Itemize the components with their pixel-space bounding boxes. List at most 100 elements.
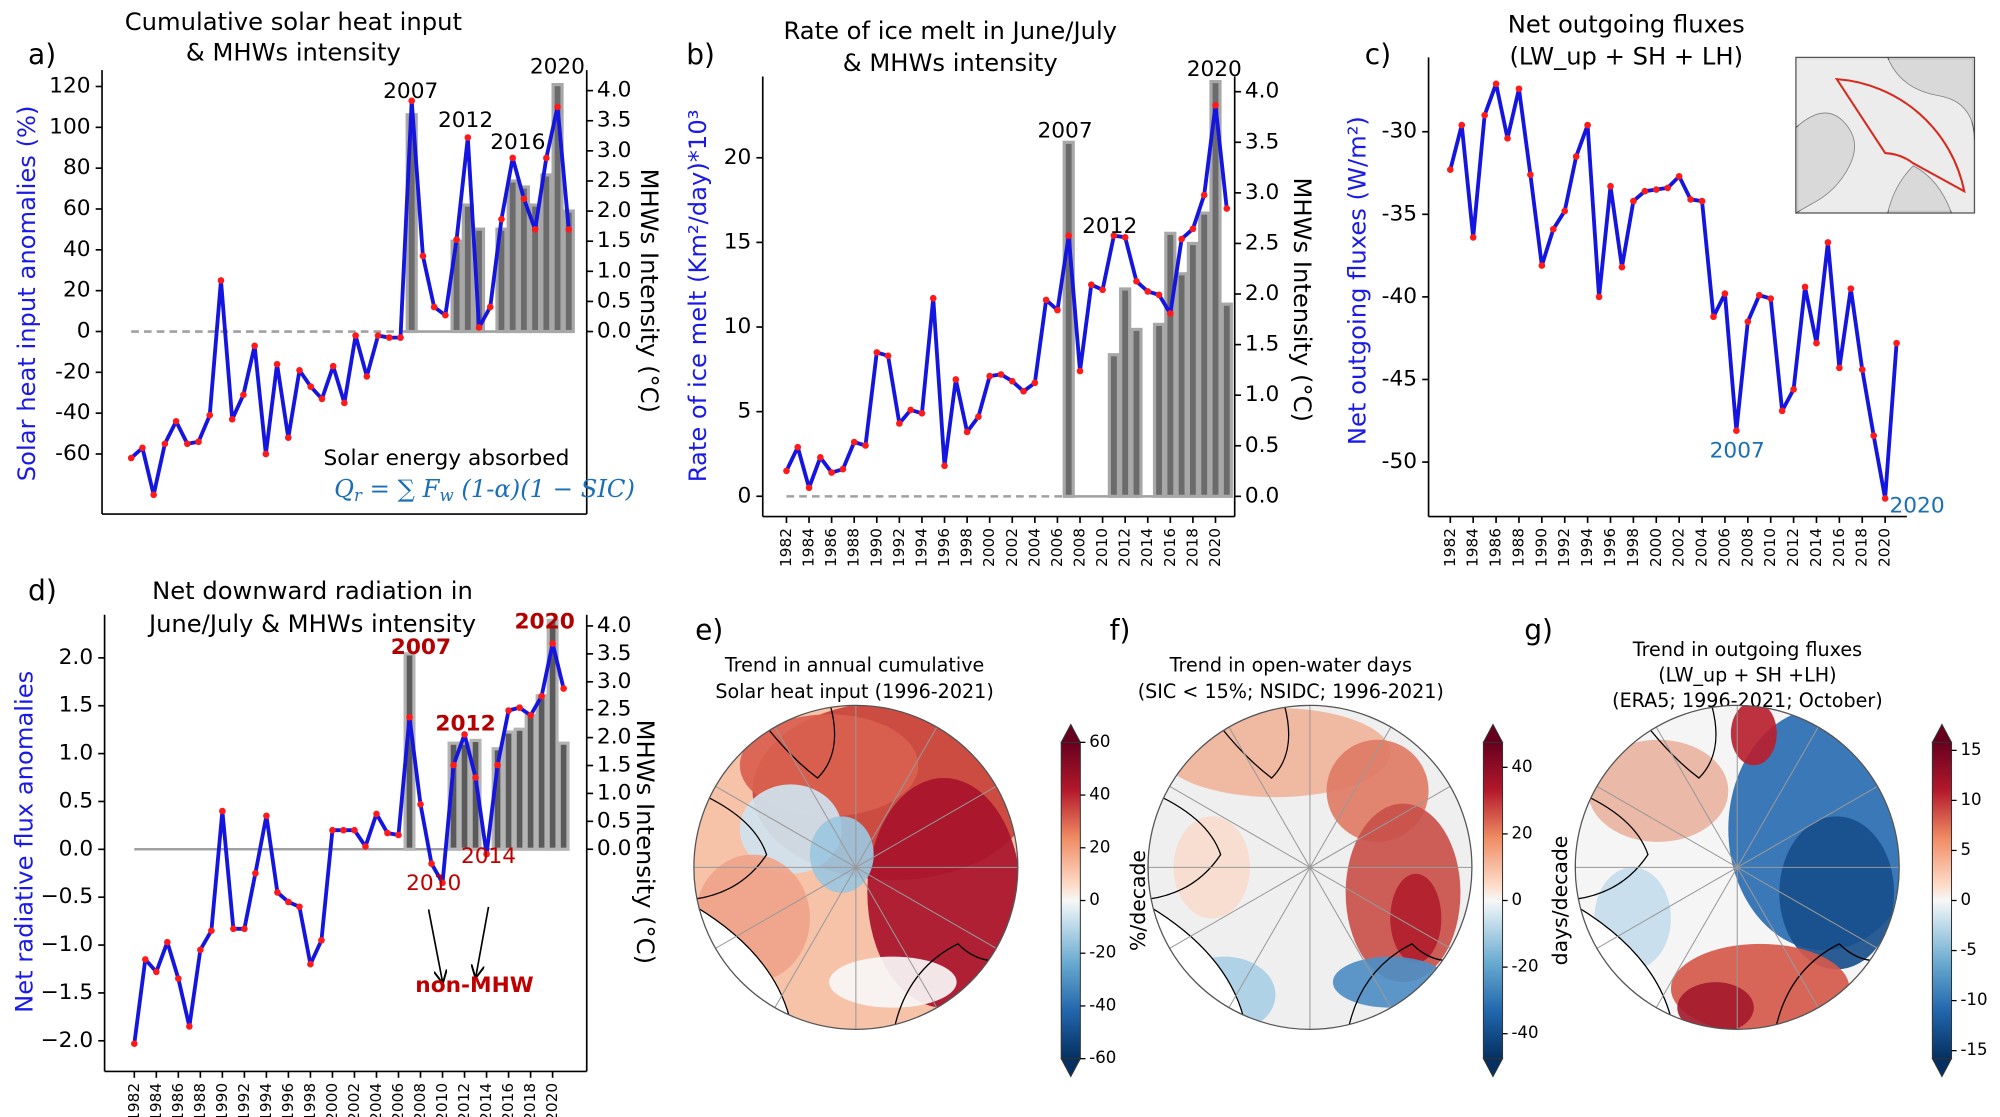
x-tick-label: 2000 [980, 528, 998, 567]
marker [206, 411, 214, 419]
x-tick-label: 2010 [433, 1083, 451, 1117]
marker [1020, 388, 1027, 395]
x-tick-label: 2004 [367, 1083, 385, 1117]
marker [472, 774, 479, 781]
marker [1504, 135, 1511, 142]
x-tick-label: 2010 [1093, 528, 1111, 567]
colorbar-extend [1482, 1058, 1504, 1078]
x-tick-label: 2016 [499, 1083, 517, 1117]
x-tick-label: 1984 [800, 528, 818, 567]
x-tick-label: 2004 [1025, 528, 1043, 567]
marker [929, 294, 937, 302]
y-tick-label: 40 [63, 237, 91, 262]
marker [1538, 262, 1546, 269]
marker [1836, 364, 1843, 372]
figure-body: a) Cumulative solar heat input & MHWs inte… [11, 8, 2000, 1117]
map-outline [693, 704, 1019, 1030]
bar [1119, 287, 1132, 498]
colorbar-tick-label: 40 [1511, 757, 1532, 776]
colorbar-tick-label: 15 [1960, 740, 1981, 759]
x-tick-label: 1994 [912, 528, 930, 567]
marker [219, 807, 226, 815]
annotation: 2020 [1187, 57, 1242, 82]
marker [918, 410, 926, 417]
x-tick-label: 1998 [958, 528, 976, 567]
chart-title: Cumulative solar heat input [125, 8, 462, 36]
marker [896, 420, 903, 427]
marker [1755, 291, 1763, 299]
x-tick-label: 1996 [1601, 528, 1619, 567]
marker [1178, 235, 1185, 243]
map-field [1332, 956, 1448, 1008]
annotation: 2010 [406, 871, 461, 896]
colorbar-tick-label: 5 [1960, 840, 1971, 859]
bar [524, 713, 537, 851]
marker [1687, 196, 1694, 203]
chart-title: & MHWs intensity [843, 49, 1058, 77]
marker [464, 134, 472, 141]
marker [1641, 187, 1649, 195]
x-tick-label: 1990 [1532, 528, 1550, 567]
y2-tick-label: 1.0 [597, 780, 631, 805]
marker [538, 692, 545, 700]
x-tick-label: 1986 [169, 1083, 187, 1117]
marker [318, 395, 326, 403]
marker [963, 428, 971, 436]
marker [475, 324, 483, 331]
y-tick-label: 2.0 [59, 645, 93, 670]
marker [1721, 290, 1729, 297]
y-tick-label: 20 [724, 145, 752, 170]
panel-label: d) [28, 574, 57, 607]
bar [540, 173, 553, 334]
x-tick-label: 2016 [1161, 528, 1179, 567]
colorbar [1482, 741, 1504, 1060]
y-tick-label: 1.5 [59, 693, 93, 718]
x-tick-label: 2018 [1183, 528, 1201, 567]
marker [208, 927, 215, 935]
marker [1155, 291, 1163, 299]
marker [1584, 121, 1591, 129]
marker [941, 462, 948, 470]
chart-title: (ERA5; 1996-2021; October) [1612, 689, 1883, 712]
y-tick-label: -40 [55, 400, 90, 425]
y2-axis-label: MHWs Intensity (°C) [631, 720, 659, 964]
y-tick-label: 5 [737, 399, 751, 424]
x-tick-label: 2000 [323, 1083, 341, 1117]
marker [1595, 293, 1603, 301]
bar [1107, 353, 1120, 498]
marker [352, 332, 359, 339]
y2-tick-label: 1.5 [597, 753, 631, 778]
marker [262, 450, 270, 458]
bar [546, 618, 559, 851]
chart-title: Trend in outgoing fluxes [1632, 638, 1862, 661]
marker [1618, 263, 1626, 271]
marker [153, 968, 160, 976]
marker [175, 975, 182, 982]
colorbar-tick-label: -60 [1089, 1048, 1116, 1067]
y2-tick-label: 0.5 [1245, 433, 1279, 458]
panel-label: b) [686, 38, 715, 71]
marker [442, 311, 449, 319]
marker [251, 342, 258, 350]
marker [230, 925, 237, 933]
marker [1189, 225, 1197, 233]
line [129, 98, 571, 497]
marker [363, 373, 371, 380]
colorbar-tick-label: -20 [1511, 957, 1538, 976]
colorbar-label: %/decade [1126, 850, 1150, 951]
marker [1076, 367, 1084, 375]
y-tick-label: -45 [1382, 366, 1417, 391]
y2-tick-label: 4.0 [597, 613, 631, 638]
marker [384, 829, 391, 837]
marker [1881, 495, 1889, 502]
bar [517, 185, 530, 334]
colorbar-tick-label: 10 [1960, 790, 1981, 809]
colorbar-extend [1060, 723, 1082, 743]
bar [461, 203, 474, 334]
annotation: 2007 [1710, 439, 1765, 464]
y-tick-label: -40 [1382, 284, 1417, 309]
marker [1549, 225, 1557, 233]
x-tick-label: 1998 [1624, 528, 1642, 567]
marker [1515, 85, 1523, 93]
marker [1223, 205, 1231, 212]
